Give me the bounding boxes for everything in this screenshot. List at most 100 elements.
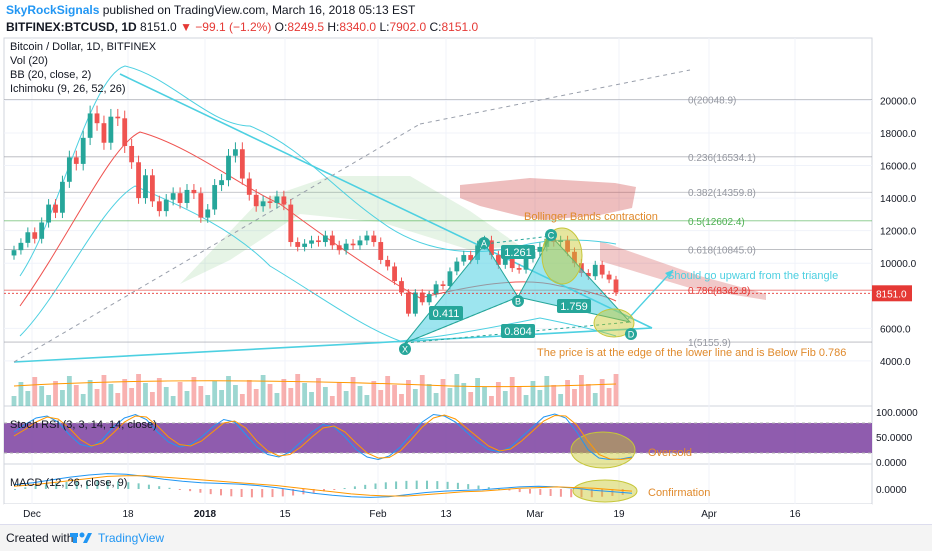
macd-histogram-bar bbox=[209, 489, 212, 495]
candle bbox=[108, 116, 114, 143]
macd-series-line bbox=[13, 475, 633, 497]
candle bbox=[198, 193, 204, 218]
macd-histogram-bar bbox=[353, 486, 356, 489]
volume-bar bbox=[385, 376, 391, 406]
chart-annotation: Bollinger Bands contraction bbox=[524, 211, 658, 223]
candle bbox=[447, 271, 453, 286]
chart-labels: 20000.0 18000.0 16000.0 14000.0 12000.0 10000… bbox=[4, 41, 918, 520]
pattern-xd bbox=[404, 321, 631, 344]
volume-bar bbox=[219, 390, 224, 406]
volume-bar bbox=[544, 376, 550, 406]
volume-bar bbox=[177, 382, 183, 406]
macd-histogram-bar bbox=[333, 489, 336, 490]
macd-histogram-bar bbox=[590, 489, 593, 498]
volume-bar bbox=[523, 395, 529, 406]
publisher-link[interactable]: SkyRockSignals bbox=[6, 3, 100, 17]
pattern-point-label: D bbox=[628, 330, 635, 340]
volume-bar bbox=[447, 388, 453, 406]
macd-histogram-bar bbox=[86, 480, 89, 489]
price-tick-label: 20000.0 bbox=[880, 96, 917, 107]
volume-bar bbox=[288, 388, 294, 406]
macd-histogram-bar bbox=[456, 482, 459, 489]
chart-area[interactable]: 20000.0 18000.0 16000.0 14000.0 12000.0 10000… bbox=[0, 36, 932, 524]
macd-histogram-bar bbox=[55, 482, 58, 489]
breakout-arrow bbox=[627, 269, 674, 320]
volume-bar bbox=[32, 377, 38, 406]
volume-bar bbox=[585, 384, 591, 406]
candle bbox=[371, 235, 377, 243]
price-axis[interactable] bbox=[872, 38, 932, 504]
candle bbox=[489, 240, 494, 256]
time-axis[interactable] bbox=[4, 504, 872, 522]
chart-svg[interactable]: 20000.0 18000.0 16000.0 14000.0 12000.0 10000… bbox=[0, 36, 932, 524]
pattern-ac bbox=[484, 235, 552, 245]
candle bbox=[295, 242, 301, 247]
tradingview-logo-icon bbox=[70, 532, 92, 543]
volume-bar bbox=[129, 388, 135, 406]
volume-bar bbox=[212, 381, 218, 406]
lower-trendline bbox=[13, 327, 653, 363]
candle bbox=[233, 149, 238, 156]
last-price: 8151.0 bbox=[140, 20, 177, 34]
stoch-tick-label: 100.0000 bbox=[876, 408, 918, 419]
open-label: O: bbox=[274, 20, 288, 34]
stoch-band bbox=[4, 423, 872, 453]
candle bbox=[302, 243, 308, 247]
candle bbox=[267, 201, 273, 203]
bb-lower bbox=[19, 185, 617, 342]
candle bbox=[426, 294, 432, 303]
volume-bar bbox=[565, 380, 570, 406]
candle bbox=[502, 258, 508, 265]
chart-annotation: The price is at the edge of the lower li… bbox=[537, 347, 846, 359]
symbol-label[interactable]: BITFINEX:BTCUSD, 1D bbox=[6, 20, 137, 34]
pattern-point-label: C bbox=[548, 231, 555, 241]
volume-bar bbox=[495, 382, 501, 406]
macd-histogram-bar bbox=[75, 481, 78, 489]
macd-histogram-bar bbox=[292, 489, 295, 496]
candle bbox=[115, 116, 121, 119]
volume-bar bbox=[433, 393, 439, 406]
kumo-right bbox=[600, 241, 766, 300]
macd-histogram-bar bbox=[601, 489, 604, 497]
macd-histogram-bar bbox=[261, 489, 264, 498]
candle bbox=[246, 178, 252, 195]
price-change: ▼ −99.1 (−1.2%) bbox=[180, 20, 272, 34]
last-price-tag-label: 8151.0 bbox=[876, 289, 907, 300]
volume-bar bbox=[440, 379, 446, 406]
volume-bar bbox=[267, 384, 273, 406]
volume-bar bbox=[60, 390, 65, 406]
volume-bar bbox=[46, 395, 51, 406]
tradingview-link[interactable]: TradingView bbox=[98, 531, 165, 545]
candle bbox=[322, 235, 328, 243]
macd-histogram-bar bbox=[34, 485, 37, 489]
pattern-ratio-bg bbox=[501, 324, 535, 338]
volume-bar bbox=[122, 379, 128, 406]
macd-histogram-bar bbox=[24, 487, 27, 489]
candle bbox=[46, 204, 51, 223]
volume-bar bbox=[599, 379, 605, 406]
candle bbox=[87, 113, 93, 138]
macd-histogram-bar bbox=[343, 488, 346, 490]
candle bbox=[378, 242, 384, 260]
high-label: H: bbox=[327, 20, 340, 34]
macd-histogram-bar bbox=[611, 489, 614, 496]
macd-histogram-bar bbox=[487, 487, 490, 489]
macd-histogram-bar bbox=[220, 489, 222, 496]
volume-bar bbox=[73, 385, 79, 406]
volume-bar bbox=[143, 383, 148, 406]
candle bbox=[419, 292, 425, 303]
price-tick-label: 12000.0 bbox=[880, 227, 917, 238]
macd-histogram-bar bbox=[271, 489, 274, 498]
pattern-ratio-label: 0.804 bbox=[504, 326, 532, 338]
candle bbox=[143, 175, 148, 199]
candle bbox=[385, 259, 391, 267]
volume-bar bbox=[592, 393, 598, 406]
pattern-point-label: A bbox=[481, 239, 487, 249]
breakout-arrowhead bbox=[665, 270, 673, 278]
stoch-series-line bbox=[13, 414, 633, 461]
candle bbox=[39, 222, 45, 239]
volume-bar bbox=[502, 391, 508, 406]
candle bbox=[357, 240, 363, 246]
published-text: published on TradingView.com, March 16, … bbox=[102, 3, 416, 17]
volume-bar bbox=[378, 390, 384, 406]
